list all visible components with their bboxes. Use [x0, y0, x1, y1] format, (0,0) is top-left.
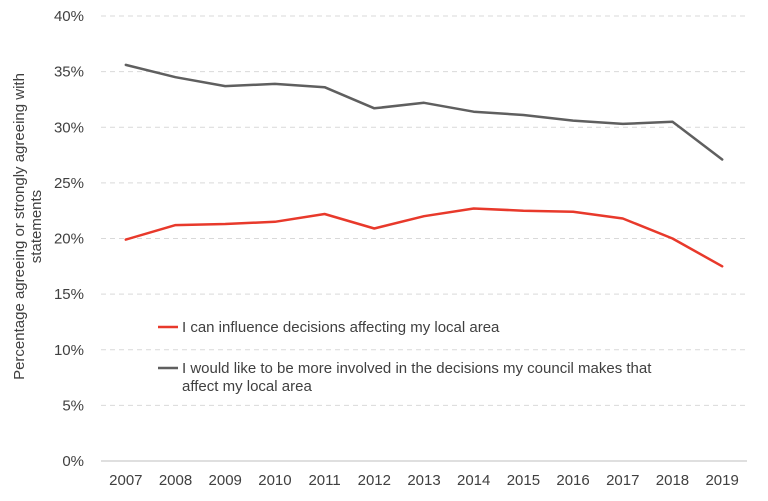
series-lines [124, 63, 724, 268]
x-tick-label: 2018 [656, 472, 689, 489]
legend-label-line: affect my local area [182, 378, 312, 395]
x-tick-label: 2015 [507, 472, 540, 489]
x-tick-label: 2013 [407, 472, 440, 489]
legend-label-line: I can influence decisions affecting my l… [182, 319, 500, 336]
x-tick-label: 2014 [457, 472, 490, 489]
x-tick-label: 2019 [705, 472, 738, 489]
x-tick-label: 2009 [209, 472, 242, 489]
y-tick-label: 35% [54, 64, 84, 81]
y-tick-label: 15% [54, 286, 84, 303]
gridlines [101, 15, 747, 406]
legend-label-line: I would like to be more involved in the … [182, 360, 652, 377]
x-tick-label: 2010 [258, 472, 291, 489]
y-tick-label: 10% [54, 342, 84, 359]
x-tick-label: 2012 [358, 472, 391, 489]
legend: I can influence decisions affecting my l… [158, 319, 652, 395]
y-tick-label: 5% [62, 397, 84, 414]
y-tick-label: 30% [54, 119, 84, 136]
x-tick-label: 2017 [606, 472, 639, 489]
series-line-2 [124, 63, 724, 161]
series-line-1 [124, 207, 724, 268]
legend-label: I can influence decisions affecting my l… [182, 319, 500, 336]
y-axis-title: Percentage agreeing or strongly agreeing… [11, 73, 45, 380]
y-tick-label: 25% [54, 175, 84, 192]
y-axis-title-line: statements [28, 190, 45, 263]
y-tick-label: 20% [54, 231, 84, 248]
axes: 0% 5% 10% 15% 20% 25% 30% 35% 40% 2007 2008 2009 201… [11, 8, 747, 489]
x-tick-label: 2007 [109, 472, 142, 489]
x-tick-label: 2008 [159, 472, 192, 489]
x-tick-label: 2016 [556, 472, 589, 489]
x-tick-label: 2011 [308, 472, 340, 489]
y-axis-title-line: Percentage agreeing or strongly agreeing… [11, 73, 28, 380]
y-tick-label: 40% [54, 8, 84, 25]
legend-label: I would like to be more involved in the … [182, 360, 652, 395]
y-tick-label: 0% [62, 453, 84, 470]
